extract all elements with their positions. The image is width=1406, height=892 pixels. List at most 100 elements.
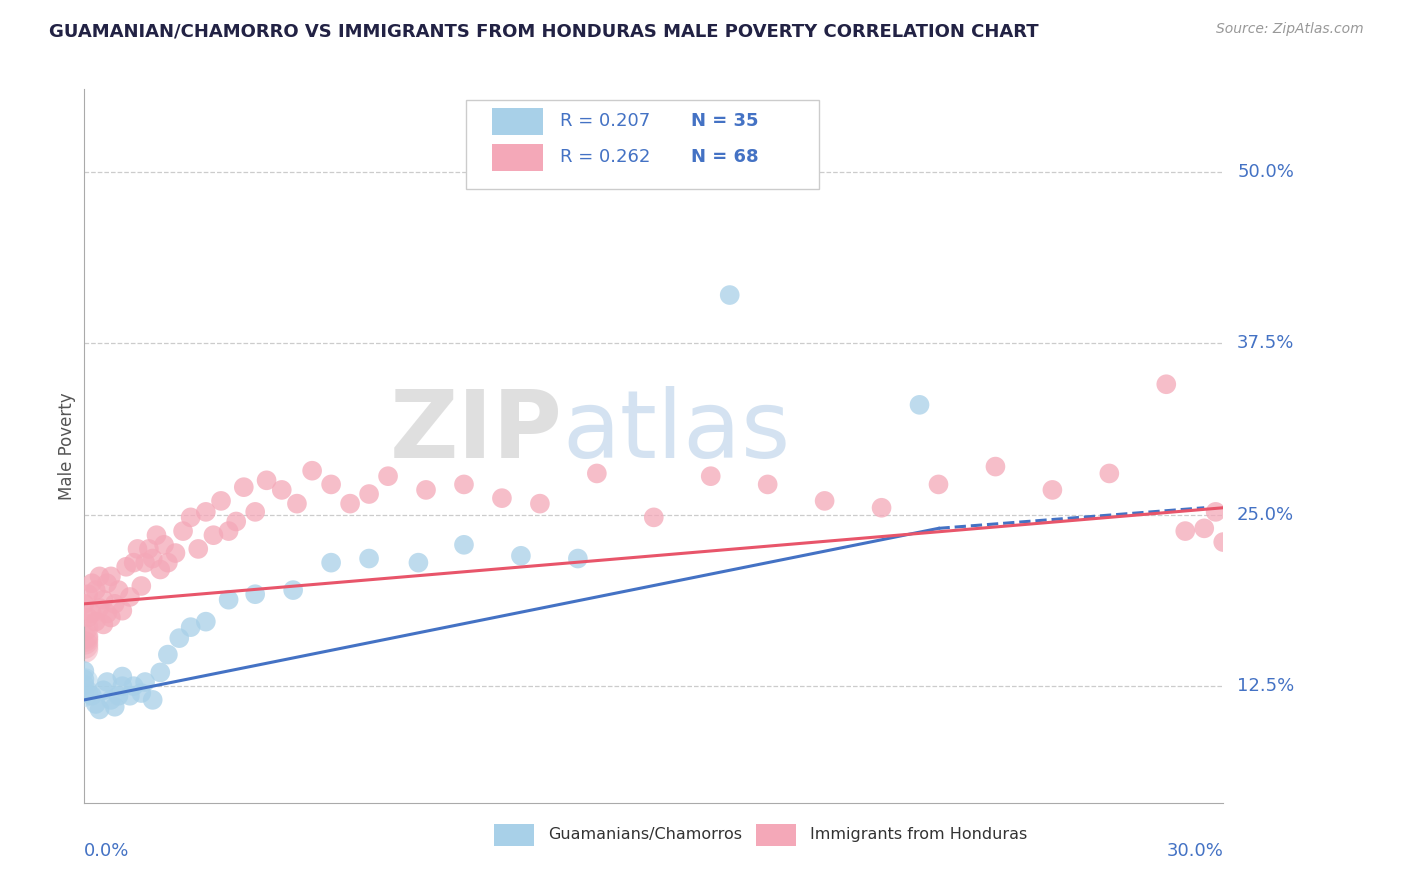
Point <box>134 556 156 570</box>
Text: GUAMANIAN/CHAMORRO VS IMMIGRANTS FROM HONDURAS MALE POVERTY CORRELATION CHART: GUAMANIAN/CHAMORRO VS IMMIGRANTS FROM HO… <box>49 22 1039 40</box>
Point <box>1042 483 1064 497</box>
Point <box>73 673 96 687</box>
Text: ZIP: ZIP <box>389 385 562 478</box>
Point <box>145 528 167 542</box>
Point <box>93 592 115 607</box>
Point <box>80 607 103 621</box>
FancyBboxPatch shape <box>492 144 543 170</box>
Point <box>89 569 111 583</box>
Point <box>73 628 96 642</box>
Point <box>756 477 779 491</box>
FancyBboxPatch shape <box>492 108 543 135</box>
Point <box>270 483 292 497</box>
Point <box>73 638 96 652</box>
Point <box>529 497 551 511</box>
Point <box>172 524 194 538</box>
Point <box>301 464 323 478</box>
Point <box>77 610 100 624</box>
Point <box>814 494 837 508</box>
Point <box>77 587 100 601</box>
Point <box>73 686 96 700</box>
Point <box>73 642 96 657</box>
Point <box>84 583 107 598</box>
Point <box>285 497 308 511</box>
Point <box>232 480 254 494</box>
Point <box>180 620 202 634</box>
Point <box>111 679 134 693</box>
Point <box>73 631 96 645</box>
Point <box>156 556 179 570</box>
Point <box>84 615 107 629</box>
Text: Guamanians/Chamorros: Guamanians/Chamorros <box>548 828 742 842</box>
Point <box>1205 505 1227 519</box>
Text: 0.0%: 0.0% <box>84 842 129 860</box>
Text: N = 68: N = 68 <box>692 148 759 166</box>
Point <box>256 473 278 487</box>
Point <box>80 576 103 591</box>
Text: R = 0.262: R = 0.262 <box>561 148 651 166</box>
Point <box>408 556 430 570</box>
Point <box>194 505 217 519</box>
Y-axis label: Male Poverty: Male Poverty <box>58 392 76 500</box>
Point <box>586 467 609 481</box>
Point <box>73 686 96 700</box>
Point <box>134 675 156 690</box>
Point <box>96 607 118 621</box>
Point <box>218 592 240 607</box>
Point <box>187 541 209 556</box>
Point <box>118 689 141 703</box>
Point <box>142 551 165 566</box>
Text: N = 35: N = 35 <box>692 112 759 130</box>
Point <box>127 541 149 556</box>
Point <box>156 648 179 662</box>
Point <box>1194 521 1216 535</box>
Point <box>84 697 107 711</box>
Text: 50.0%: 50.0% <box>1237 162 1294 180</box>
Point <box>870 500 893 515</box>
Text: Immigrants from Honduras: Immigrants from Honduras <box>810 828 1026 842</box>
Point <box>104 597 127 611</box>
Point <box>107 689 129 703</box>
FancyBboxPatch shape <box>465 100 818 189</box>
Point <box>453 477 475 491</box>
FancyBboxPatch shape <box>495 824 534 846</box>
Point <box>377 469 399 483</box>
Point <box>1174 524 1197 538</box>
Point <box>89 702 111 716</box>
Point <box>149 562 172 576</box>
Point <box>122 679 145 693</box>
Point <box>1212 535 1234 549</box>
Point <box>100 693 122 707</box>
Point <box>202 528 225 542</box>
Point <box>245 505 267 519</box>
Point <box>643 510 665 524</box>
Point <box>567 551 589 566</box>
Point <box>138 541 160 556</box>
Point <box>111 604 134 618</box>
Point <box>510 549 533 563</box>
Point <box>73 675 96 690</box>
Point <box>153 538 176 552</box>
Text: atlas: atlas <box>562 385 792 478</box>
Point <box>165 546 187 560</box>
Point <box>107 583 129 598</box>
Point <box>225 515 247 529</box>
Point <box>218 524 240 538</box>
Point <box>104 699 127 714</box>
Point <box>359 487 381 501</box>
Point <box>700 469 723 483</box>
Point <box>984 459 1007 474</box>
Point <box>283 583 305 598</box>
Point <box>100 610 122 624</box>
Point <box>149 665 172 680</box>
Point <box>928 477 950 491</box>
Point <box>142 693 165 707</box>
Point <box>73 633 96 648</box>
Point <box>491 491 513 505</box>
Point <box>122 556 145 570</box>
Point <box>73 678 96 692</box>
Point <box>80 689 103 703</box>
Text: 12.5%: 12.5% <box>1237 677 1295 695</box>
Point <box>118 590 141 604</box>
Point <box>908 398 931 412</box>
